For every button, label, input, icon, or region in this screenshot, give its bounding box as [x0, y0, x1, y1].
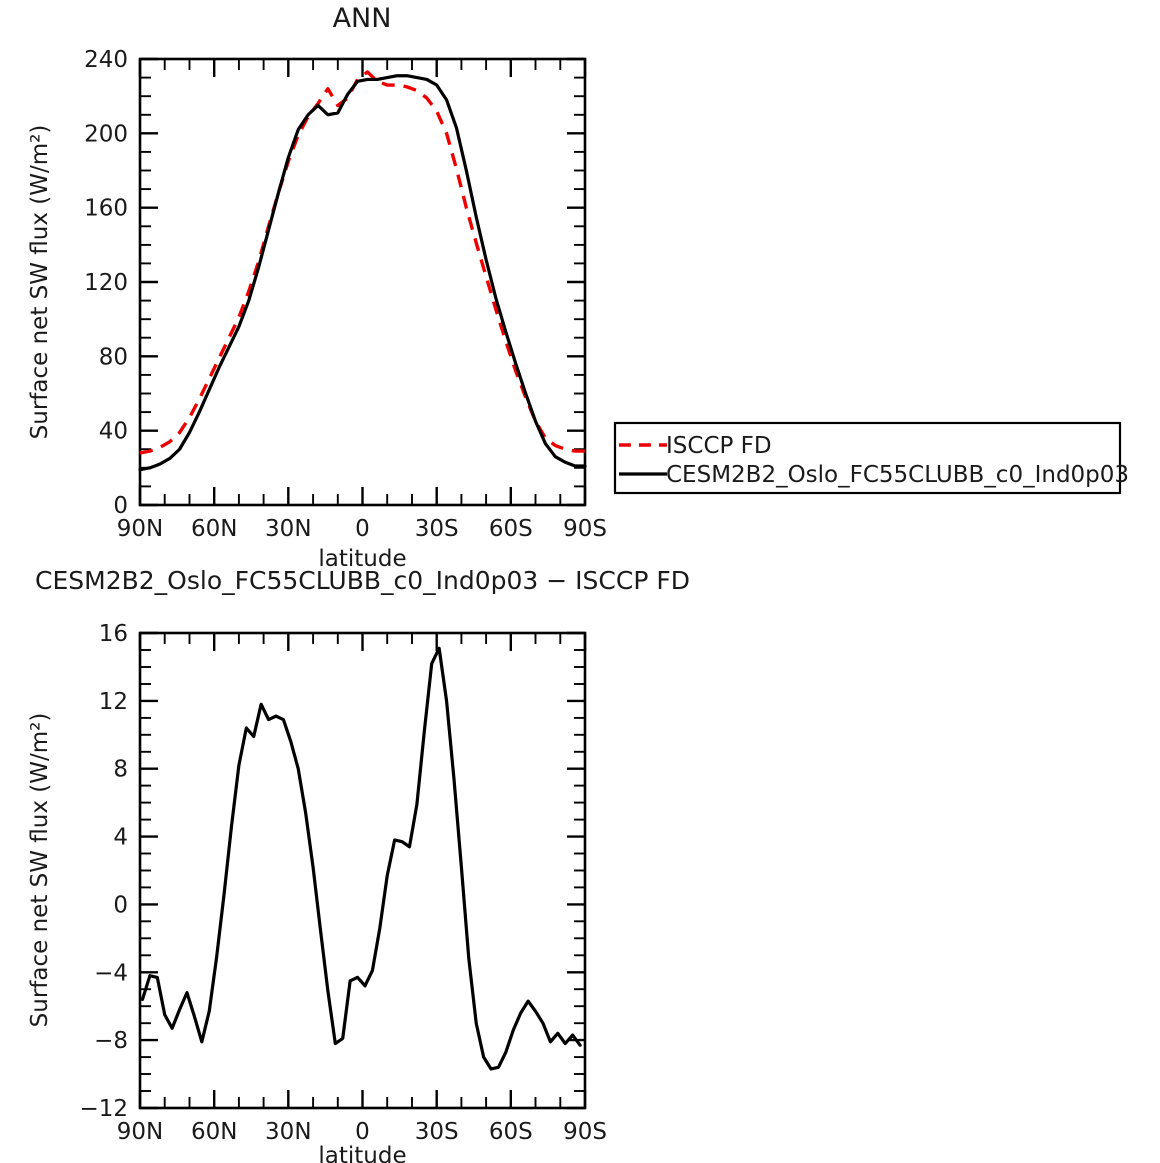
x-tick-label: 90S [563, 516, 607, 542]
y-tick-label: 80 [99, 344, 128, 370]
bottom-panel-x-tick-labels: 90N 60N 30N 0 30S 60S 90S [117, 1119, 607, 1145]
x-tick-label: 30S [415, 516, 459, 542]
y-tick-label: −12 [79, 1096, 128, 1122]
series-cesm2b2-line [138, 74, 587, 472]
top-panel-y-ticks [140, 57, 585, 507]
top-panel-frame [138, 57, 587, 507]
x-tick-label: 90N [117, 1119, 163, 1145]
bottom-panel-title: CESM2B2_Oslo_FC55CLUBB_c0_Ind0p03 − ISCC… [35, 566, 690, 595]
top-panel-x-tick-labels: 90N 60N 30N 0 30S 60S 90S [117, 516, 607, 542]
bottom-panel-y-tick-labels: 16 12 8 4 0 −4 −8 −12 [79, 621, 128, 1122]
y-tick-label: 160 [84, 196, 128, 222]
legend-box [613, 421, 1122, 495]
y-tick-label: 4 [113, 825, 128, 851]
legend-label-isccp-fd[interactable]: ISCCP FD [666, 433, 772, 459]
y-tick-label: 40 [99, 419, 128, 445]
y-tick-label: 240 [84, 47, 128, 73]
legend: ISCCP FD CESM2B2_Oslo_FC55CLUBB_c0_Ind0p… [613, 421, 1129, 495]
x-tick-label: 60S [489, 1119, 533, 1145]
bottom-panel-x-axis-label: latitude [318, 1143, 406, 1163]
x-tick-label: 60N [191, 516, 237, 542]
bottom-panel-y-ticks [140, 631, 585, 1110]
x-tick-label: 0 [355, 1119, 370, 1145]
top-panel-y-tick-labels: 240 200 160 120 80 40 0 [84, 47, 128, 519]
x-tick-label: 60N [191, 1119, 237, 1145]
x-tick-label: 90S [563, 1119, 607, 1145]
bottom-panel-y-axis-label: Surface net SW flux (W/m²) [27, 713, 53, 1028]
y-tick-label: 0 [113, 493, 128, 519]
x-tick-label: 30S [415, 1119, 459, 1145]
bottom-panel: CESM2B2_Oslo_FC55CLUBB_c0_Ind0p03 − ISCC… [27, 566, 690, 1163]
x-tick-label: 60S [489, 516, 533, 542]
top-panel-title: ANN [333, 3, 392, 34]
y-tick-label: 120 [84, 270, 128, 296]
y-tick-label: 12 [99, 689, 128, 715]
top-panel-x-axis-label: latitude [318, 546, 406, 572]
x-tick-label: 30N [265, 1119, 311, 1145]
y-tick-label: 8 [113, 757, 128, 783]
bottom-panel-x-ticks [138, 633, 587, 1108]
series-isccp-fd-line [139, 70, 585, 455]
y-tick-label: 200 [84, 121, 128, 147]
x-tick-label: 30N [265, 516, 311, 542]
y-tick-label: 16 [99, 621, 128, 647]
series-difference-line [140, 646, 582, 1071]
y-tick-label: −8 [94, 1028, 128, 1054]
x-tick-label: 0 [355, 516, 370, 542]
bottom-panel-frame [138, 631, 587, 1110]
y-tick-label: −4 [94, 960, 128, 986]
top-panel: ANN [27, 3, 607, 572]
x-tick-label: 90N [117, 516, 163, 542]
top-panel-y-axis-label: Surface net SW flux (W/m²) [27, 125, 53, 440]
top-panel-x-ticks [138, 59, 587, 505]
y-tick-label: 0 [113, 892, 128, 918]
legend-label-cesm2b2[interactable]: CESM2B2_Oslo_FC55CLUBB_c0_Ind0p03 [666, 462, 1129, 488]
